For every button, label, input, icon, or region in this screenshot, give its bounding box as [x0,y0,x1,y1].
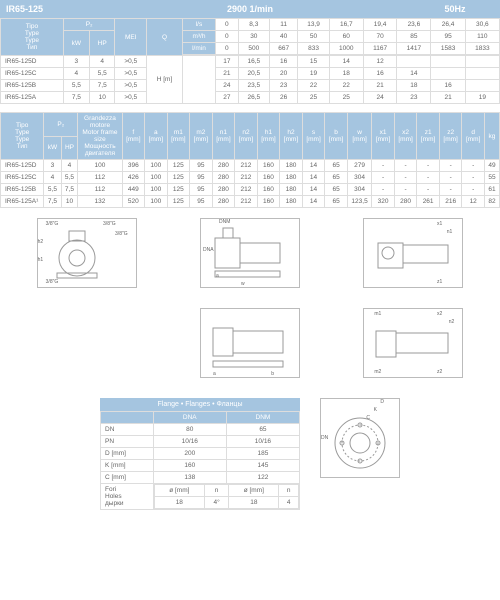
dimensions-table: Tipo Type Type Тип P₂ Grandezza motore M… [0,112,500,208]
diagram-row-2: a b m1 m2 x2 n2 z2 [0,298,500,388]
performance-table: Tipo Type Type Тип P₂ MEI Q l/s 08,31113… [0,18,500,104]
type-header2: Tipo Type Type Тип [1,113,44,160]
pump-top-diagram: x1 n1 z1 [363,218,463,288]
table-row: IR65-125A¹7,5101325201001259528021216018… [1,196,500,208]
unit-m3h: m³/h [182,31,215,43]
table-row: IR65-125C45,5>0,5 2120,52019181614 [1,68,500,80]
hm-cell: H [m] [147,56,183,104]
pump-side-diagram: DNM DNA w a [200,218,300,288]
flange-section: Flange • Flanges • Фланцы DNADNM DN8065 … [0,388,500,520]
page-header: IR65-125 2900 1/min 50Hz [0,0,500,18]
table-row: IR65-125D34>0,5 H [m] 1716,516151412 [1,56,500,68]
table-row: IR65-125A7,510>0,5 2726,526252524232119 [1,92,500,104]
unit-lmin: l/min [182,43,215,55]
table-row: IR65-125D3410039610012595280212160180146… [1,160,500,172]
flange-title: Flange • Flanges • Фланцы [100,398,300,411]
flange-diagram: D K C DN [320,398,400,478]
table-row: IR65-125B5,57,51124491001259528021216018… [1,184,500,196]
type-header: Tipo Type Type Тип [1,19,64,56]
hp-header: HP [89,31,115,56]
hz-value: 50Hz [410,4,500,14]
pump-side-diagram-2: a b [200,308,300,378]
diagram-row: 3/8"G 3/8"G 3/8"G 3/8"G h2 h1 DNM DNA w … [0,208,500,298]
table-row: IR65-125B5,57,5>0,5 2423,5232222211816 [1,80,500,92]
kw-header: kW [63,31,89,56]
p2-header2: P₂ [44,113,78,137]
unit-ls: l/s [182,19,215,31]
table-row: IR65-125C45,5112426100125952802121601801… [1,172,500,184]
q-header: Q [147,19,183,56]
pump-top-diagram-2: m1 m2 x2 n2 z2 [363,308,463,378]
model-name: IR65-125 [0,4,90,14]
frame-header: Grandezza motore Motor frame size Мощнос… [78,113,122,160]
pump-front-diagram: 3/8"G 3/8"G 3/8"G 3/8"G h2 h1 [37,218,137,288]
flange-table: Flange • Flanges • Фланцы DNADNM DN8065 … [100,398,300,510]
mei-header: MEI [115,19,147,56]
rpm-value: 2900 1/min [90,4,410,14]
p2-header: P₂ [63,19,115,31]
